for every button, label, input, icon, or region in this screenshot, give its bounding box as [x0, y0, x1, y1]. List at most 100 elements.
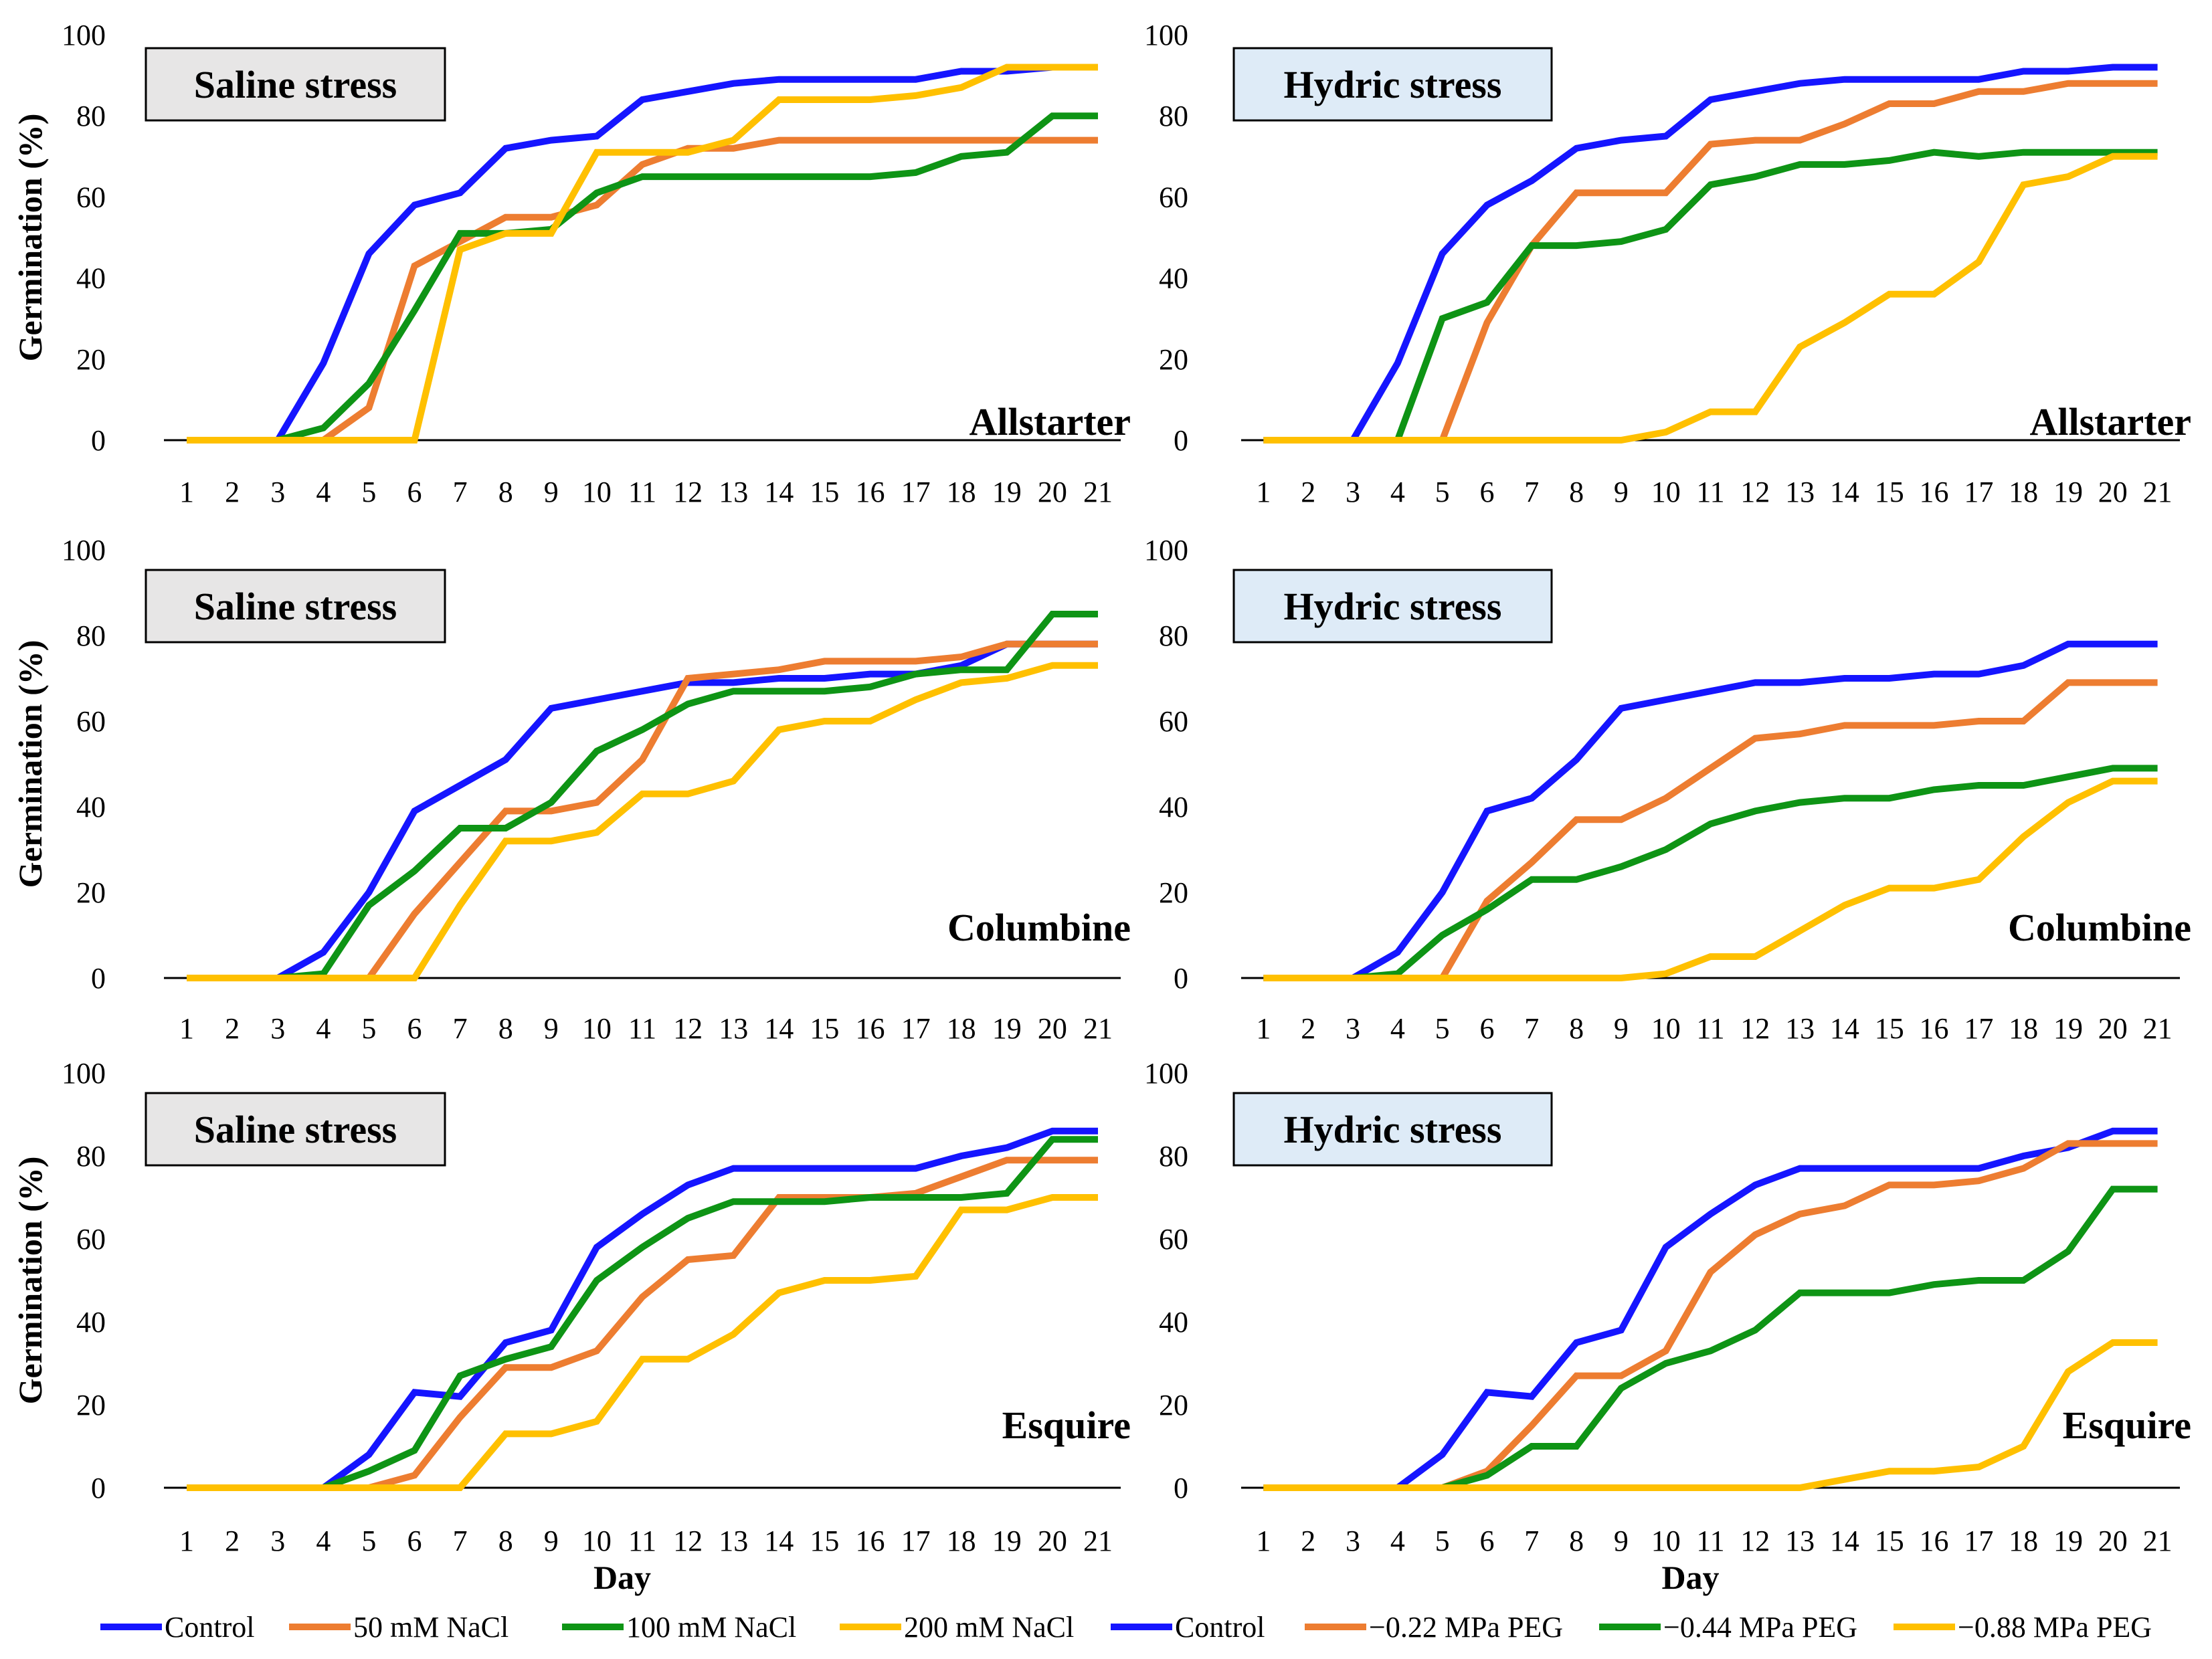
- cultivar-label: Esquire: [2063, 1403, 2191, 1447]
- y-tick-label: 60: [76, 181, 106, 213]
- x-tick-label: 4: [316, 476, 331, 508]
- y-tick-label: 20: [1159, 343, 1188, 376]
- x-tick-label: 9: [544, 1525, 559, 1557]
- y-tick-label: 80: [76, 619, 106, 652]
- x-tick-label: 13: [719, 476, 748, 508]
- x-tick-label: 8: [498, 1012, 513, 1045]
- x-tick-label: 19: [992, 1525, 1022, 1557]
- x-tick-label: 13: [719, 1012, 748, 1045]
- x-tick-label: 16: [1920, 1525, 1949, 1557]
- x-tick-label: 3: [1346, 1012, 1360, 1045]
- x-tick-label: 13: [719, 1525, 748, 1557]
- y-tick-label: 100: [62, 534, 106, 567]
- x-tick-label: 16: [855, 1012, 885, 1045]
- x-tick-label: 14: [764, 1525, 794, 1557]
- panel-title: Saline stress: [145, 569, 446, 644]
- x-tick-label: 18: [2009, 1525, 2038, 1557]
- x-tick-label: 16: [855, 476, 885, 508]
- y-tick-label: 100: [62, 1057, 106, 1090]
- x-tick-label: 10: [582, 1525, 612, 1557]
- legend-item-control: Control: [100, 1611, 254, 1644]
- y-axis-label: Germination (%): [11, 640, 49, 888]
- x-tick-label: 19: [2053, 476, 2083, 508]
- x-tick-label: 4: [316, 1012, 331, 1045]
- x-tick-label: 4: [1390, 1012, 1405, 1045]
- x-tick-label: 15: [1875, 1012, 1904, 1045]
- y-tick-label: 100: [1144, 1057, 1188, 1090]
- x-tick-label: 13: [1785, 1525, 1815, 1557]
- x-tick-label: 12: [1740, 1012, 1770, 1045]
- x-tick-label: 2: [225, 476, 240, 508]
- x-tick-label: 7: [1524, 1012, 1539, 1045]
- x-tick-label: 10: [1651, 1525, 1681, 1557]
- y-tick-label: 40: [76, 1306, 106, 1339]
- x-tick-label: 21: [1083, 476, 1113, 508]
- x-tick-label: 18: [947, 1525, 976, 1557]
- panel-title: Hydric stress: [1232, 1092, 1553, 1167]
- y-tick-label: 80: [1159, 1140, 1188, 1173]
- x-tick-label: 17: [901, 1012, 931, 1045]
- legend-label: −0.44 MPa PEG: [1663, 1611, 1857, 1644]
- y-tick-label: 40: [1159, 791, 1188, 823]
- panel-title: Hydric stress: [1232, 47, 1553, 122]
- series-line--0-22-mpa-peg: [1263, 80, 2158, 444]
- x-tick-label: 7: [453, 476, 468, 508]
- x-tick-label: 11: [628, 476, 656, 508]
- legend-label: 100 mM NaCl: [626, 1611, 796, 1644]
- legend-item-100-mm-nacl: 100 mM NaCl: [562, 1611, 796, 1644]
- x-tick-label: 20: [1038, 476, 1067, 508]
- y-tick-label: 0: [1174, 962, 1188, 995]
- x-tick-label: 6: [407, 1012, 422, 1045]
- x-tick-label: 9: [1614, 1525, 1629, 1557]
- x-tick-label: 9: [1614, 1012, 1629, 1045]
- y-tick-label: 100: [62, 19, 106, 52]
- x-tick-label: 12: [673, 1525, 703, 1557]
- series-line-200-mm-nacl: [187, 662, 1098, 981]
- legend-label: −0.22 MPa PEG: [1369, 1611, 1563, 1644]
- y-tick-label: 20: [1159, 1389, 1188, 1422]
- series-line--0-88-mpa-peg: [1263, 777, 2158, 981]
- x-tick-label: 2: [225, 1012, 240, 1045]
- title-text: Saline stress: [194, 585, 397, 628]
- x-tick-label: 3: [270, 476, 285, 508]
- title-text: Saline stress: [194, 63, 397, 106]
- x-tick-label: 8: [1569, 1012, 1584, 1045]
- legend-item--0-88-mpa-peg: −0.88 MPa PEG: [1894, 1611, 2152, 1644]
- series-line--0-88-mpa-peg: [1263, 153, 2158, 444]
- x-tick-label: 8: [1569, 476, 1584, 508]
- x-tick-label: 5: [1435, 1012, 1450, 1045]
- x-tick-label: 11: [628, 1012, 656, 1045]
- x-tick-label: 2: [1301, 1525, 1315, 1557]
- x-tick-label: 9: [1614, 476, 1629, 508]
- x-tick-label: 14: [764, 476, 794, 508]
- series-line--0-22-mpa-peg: [1263, 1140, 2158, 1491]
- x-tick-label: 16: [1920, 1012, 1949, 1045]
- x-tick-label: 7: [453, 1525, 468, 1557]
- x-tick-label: 19: [992, 476, 1022, 508]
- x-tick-label: 14: [764, 1012, 794, 1045]
- x-tick-label: 20: [1038, 1525, 1067, 1557]
- x-tick-label: 16: [1920, 476, 1949, 508]
- series-line-control: [1263, 1127, 2158, 1491]
- y-tick-label: 0: [1174, 1472, 1188, 1504]
- x-tick-label: 17: [901, 476, 931, 508]
- y-tick-label: 20: [1159, 876, 1188, 909]
- y-axis-label: Germination (%): [11, 1157, 49, 1405]
- x-tick-label: 4: [1390, 476, 1405, 508]
- series-line-100-mm-nacl: [187, 112, 1098, 444]
- x-tick-label: 1: [179, 476, 194, 508]
- x-tick-label: 10: [582, 1012, 612, 1045]
- x-tick-label: 6: [1479, 476, 1494, 508]
- x-tick-label: 2: [1301, 476, 1315, 508]
- x-tick-label: 21: [1083, 1012, 1113, 1045]
- y-tick-label: 60: [1159, 181, 1188, 213]
- y-tick-label: 20: [76, 876, 106, 909]
- y-tick-label: 20: [76, 1389, 106, 1422]
- title-text: Hydric stress: [1284, 63, 1502, 106]
- series-line-control: [1263, 64, 2158, 444]
- x-tick-label: 20: [1038, 1012, 1067, 1045]
